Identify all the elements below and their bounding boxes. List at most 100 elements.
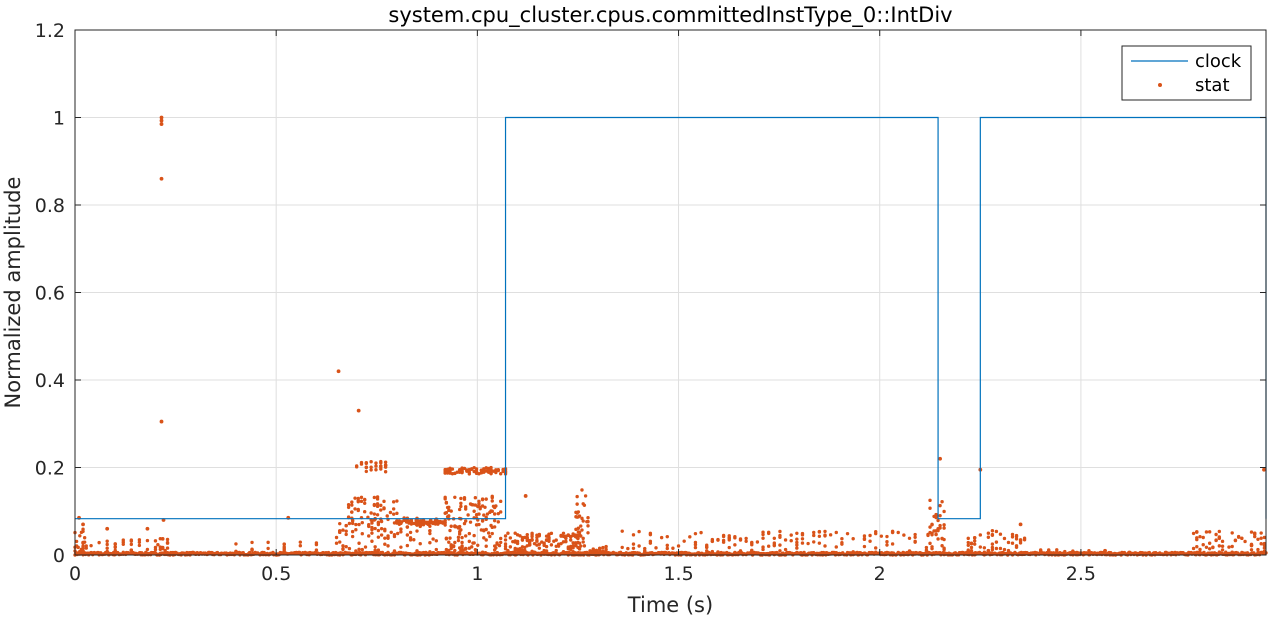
stat-point [934,532,938,537]
x-tick-label: 2 [874,563,886,585]
stat-point [499,510,503,514]
stat-point [575,502,579,506]
stat-point [924,548,929,552]
stat-point [795,537,799,541]
stat-point [314,542,319,547]
stat-point [913,532,917,537]
stat-point [391,512,396,516]
stat-point [705,551,709,555]
stat-point [383,463,388,468]
stat-point [465,550,469,555]
stat-point [705,545,709,550]
stat-point [382,499,386,504]
stat-point [81,546,85,550]
stat-point [451,544,456,549]
stat-point [434,539,439,543]
stat-point [817,534,822,538]
stat-point [840,537,844,541]
stat-point [574,544,578,548]
stat-point [530,531,534,535]
stat-point [978,545,983,549]
stat-point [379,533,384,537]
stat-point [499,536,503,541]
stat-point [688,535,692,539]
stat-point [823,551,827,555]
stat-point [389,530,393,534]
stat-point [940,500,944,504]
stat-point [1191,531,1196,536]
stat-point [942,546,946,550]
stat-point [778,533,782,538]
stat-point [1103,551,1107,555]
stat-point [1055,550,1059,555]
stat-point [1030,551,1035,555]
stat-point [930,523,934,527]
stat-point [449,524,453,528]
x-axis-label: Time (s) [627,593,713,617]
stat-point [363,497,367,502]
stat-point [576,526,581,530]
stat-point [648,532,653,537]
stat-point [282,548,286,552]
stat-point [466,513,470,517]
stat-point [161,537,165,541]
stat-point [508,536,513,540]
stat-point [354,549,358,553]
stat-point [474,469,479,474]
stat-point [456,538,461,543]
stat-point [129,538,134,542]
stat-point [885,543,889,547]
stat-point [415,549,419,553]
stat-point [942,526,946,530]
stat-point [359,462,364,466]
stat-point [938,456,942,461]
stat-point [582,544,587,548]
stat-point [766,531,771,536]
stat-point [470,467,474,471]
stat-point [535,535,539,540]
stat-point [586,524,590,528]
stat-point [913,540,917,544]
stat-point [445,471,450,475]
stat-point [405,543,410,548]
stat-point [449,546,453,551]
stat-point [460,470,464,475]
stat-point [772,543,777,548]
stat-point [89,543,93,548]
stat-point [907,536,912,540]
stat-point [145,547,150,552]
stat-point [1198,534,1202,539]
stat-point [477,522,481,527]
stat-point [462,521,467,526]
stat-point [527,543,532,547]
stat-point [392,549,397,553]
stat-point [930,546,934,551]
stat-point [433,519,438,523]
stat-point [576,550,581,555]
stat-point [161,546,165,550]
stat-point [137,543,142,548]
stat-point [828,533,833,537]
stat-point [990,547,995,552]
stat-point [1207,547,1212,551]
stat-point [459,528,463,532]
stat-point [535,538,539,543]
stat-point [372,495,377,500]
stat-point [336,369,341,374]
stat-point [879,534,884,538]
stat-point [594,552,599,557]
stat-point [840,542,844,546]
stat-point [559,541,563,546]
stat-point [542,541,546,545]
stat-point [576,510,581,514]
stat-point [969,541,974,545]
stat-point [928,525,932,529]
stat-point [938,523,942,528]
stat-point [928,530,932,535]
stat-point [631,542,636,546]
stat-point [564,539,568,544]
stat-point [998,546,1003,551]
stat-point [354,522,358,527]
stat-point [671,546,675,550]
stat-point [817,529,822,534]
